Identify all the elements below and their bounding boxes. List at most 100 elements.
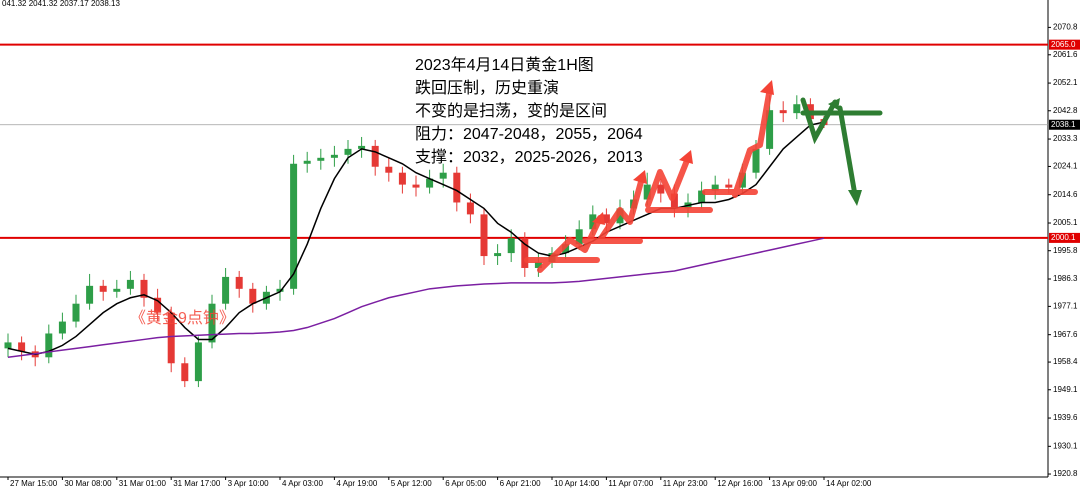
- x-tick-label: 11 Apr 07:00: [608, 479, 653, 488]
- candle-body: [181, 363, 189, 382]
- y-tick-label: 2014.6: [1053, 190, 1078, 199]
- candle-body: [235, 276, 243, 289]
- annotation-line: 不变的是扫荡，变的是区间: [415, 102, 607, 120]
- x-tick-label: 12 Apr 16:00: [717, 479, 763, 488]
- candle-body: [466, 202, 474, 215]
- candle-body: [4, 342, 12, 349]
- y-tick-label: 2061.6: [1053, 50, 1078, 59]
- candle-body: [303, 160, 311, 164]
- x-tick-label: 10 Apr 14:00: [554, 479, 600, 488]
- candle-body: [86, 285, 94, 304]
- annotation-line: 阻力：2047-2048，2055，2064: [415, 125, 643, 143]
- y-tick-label: 1930.1: [1053, 441, 1078, 450]
- annotation-line: 2023年4月14日黄金1H图: [415, 56, 594, 74]
- annotation-line: 跌回压制，历史重演: [415, 79, 559, 97]
- candle-body: [534, 262, 542, 268]
- candle-body: [113, 288, 121, 292]
- y-tick-label: 1949.1: [1053, 385, 1078, 394]
- candle-body: [222, 276, 230, 304]
- ohlc-header: 041.32 2041.32 2037.17 2038.13: [2, 0, 120, 8]
- price-label-box: [1049, 119, 1080, 130]
- x-tick-label: 4 Apr 03:00: [282, 479, 323, 488]
- y-tick-label: 2005.1: [1053, 218, 1078, 227]
- y-tick-label: 1958.4: [1053, 357, 1078, 366]
- watermark: 《黄金9点钟》: [130, 309, 235, 327]
- candle-body: [752, 148, 760, 173]
- x-tick-label: 30 Mar 08:00: [64, 479, 112, 488]
- red-arrows: [524, 85, 773, 273]
- candle-body: [616, 208, 624, 224]
- annotation-block: 2023年4月14日黄金1H图跌回压制，历史重演不变的是扫荡，变的是区间阻力：2…: [415, 56, 643, 166]
- candle-body: [439, 172, 447, 179]
- green-arrow-heads: [828, 98, 862, 206]
- candle-body: [208, 303, 216, 343]
- candle-body: [766, 110, 774, 149]
- candle-body: [276, 288, 284, 292]
- y-tick-label: 2070.8: [1053, 23, 1078, 32]
- y-tick-label: 1977.1: [1053, 301, 1078, 310]
- candle-body: [358, 145, 366, 149]
- x-tick-label: 3 Apr 10:00: [228, 479, 269, 488]
- candle-body: [249, 288, 257, 304]
- x-tick-label: 13 Apr 09:00: [772, 479, 818, 488]
- price-label-box: [1049, 39, 1080, 50]
- y-tick-label: 2024.1: [1053, 162, 1078, 171]
- y-tick-label: 1986.3: [1053, 274, 1078, 283]
- green-arrows: [800, 97, 883, 198]
- moving-average: [7, 237, 825, 359]
- x-tick-label: 4 Apr 19:00: [336, 479, 377, 488]
- candle-body: [385, 166, 393, 173]
- candle-body: [521, 238, 529, 268]
- candle-body: [670, 193, 678, 209]
- candle-body: [344, 148, 352, 155]
- candle-body: [793, 104, 801, 114]
- candle-body: [575, 229, 583, 245]
- x-tick-label: 6 Apr 21:00: [500, 479, 541, 488]
- candle-body: [167, 312, 175, 364]
- x-tick-label: 6 Apr 05:00: [445, 479, 486, 488]
- y-tick-label: 2033.3: [1053, 134, 1078, 143]
- y-tick-label: 2042.8: [1053, 106, 1078, 115]
- price-label: 2000.1: [1051, 233, 1076, 242]
- candle-body: [140, 279, 148, 298]
- price-label-box: [1049, 232, 1080, 243]
- candle-body: [602, 214, 610, 224]
- candle-body: [58, 321, 66, 334]
- candle-body: [194, 342, 202, 382]
- candle-body: [99, 285, 107, 292]
- candle-body: [643, 184, 651, 200]
- candle-body: [779, 110, 787, 114]
- x-tick-label: 5 Apr 12:00: [391, 479, 432, 488]
- candle-body: [698, 190, 706, 203]
- candle-body: [507, 238, 515, 254]
- candle-body: [426, 178, 434, 188]
- candle-body: [398, 172, 406, 185]
- x-tick-label: 11 Apr 23:00: [663, 479, 708, 488]
- candle-body: [18, 342, 26, 352]
- y-tick-label: 2052.1: [1053, 78, 1078, 87]
- candle-body: [290, 163, 298, 289]
- candle-body: [330, 154, 338, 158]
- plot-area: [0, 43, 1048, 388]
- moving-average: [7, 121, 825, 356]
- candle-body: [725, 184, 733, 188]
- red-arrow-heads: [592, 80, 774, 225]
- candle-body: [412, 184, 420, 188]
- candle-body: [494, 253, 502, 257]
- annotation-line: 支撑：2032，2025-2026，2013: [415, 148, 643, 166]
- candle-body: [126, 279, 134, 289]
- candle-body: [317, 157, 325, 161]
- candle-body: [154, 297, 162, 313]
- y-tick-label: 1920.8: [1053, 469, 1078, 478]
- y-tick-label: 1995.8: [1053, 246, 1078, 255]
- candle-body: [72, 303, 80, 322]
- y-tick-label: 1967.6: [1053, 330, 1078, 339]
- x-tick-label: 27 Mar 15:00: [10, 479, 58, 488]
- candle-body: [371, 145, 379, 167]
- candle-body: [711, 184, 719, 191]
- x-tick-label: 31 Mar 01:00: [119, 479, 167, 488]
- candle-body: [453, 172, 461, 203]
- price-label: 2038.1: [1051, 120, 1076, 129]
